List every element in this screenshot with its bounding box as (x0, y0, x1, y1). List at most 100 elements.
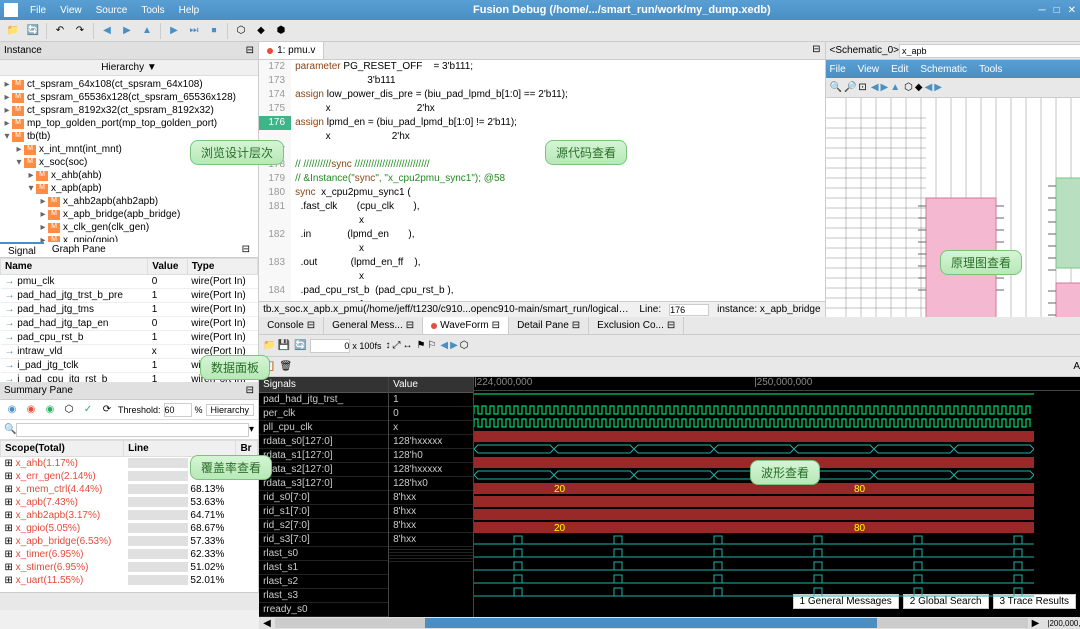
mode-dropdown[interactable]: Hierarchy (206, 404, 255, 416)
summary-btn-6[interactable]: ⟳ (99, 402, 115, 418)
summary-btn-3[interactable]: ◉ (42, 402, 58, 418)
wave-canvas[interactable]: |224,000,000|250,000,000 20802080 (474, 377, 1080, 617)
tab-signal[interactable]: Signal (0, 242, 44, 257)
instance-close-icon[interactable]: ⊟ (246, 45, 254, 56)
schem-tool-1[interactable]: ⬡ (904, 82, 913, 93)
schem-tool-2[interactable]: ◆ (915, 82, 923, 93)
tree-item[interactable]: ▸Mx_gpio(gpio) (2, 234, 256, 242)
signal-row[interactable]: → pad_had_jtg_trst_b_pre1wire(Port In) (1, 289, 258, 303)
schem-menu-edit[interactable]: Edit (891, 64, 908, 75)
filter-icon[interactable]: 🔍 (4, 424, 16, 435)
signal-row[interactable]: → pad_had_jtg_tap_en0wire(Port In) (1, 317, 258, 331)
menu-tools[interactable]: Tools (135, 3, 170, 18)
wave-nav-left[interactable]: ◀ (440, 340, 448, 351)
schem-menu-tools[interactable]: Tools (979, 64, 1002, 75)
signal-row[interactable]: → pad_cpu_rst_b1wire(Port In) (1, 331, 258, 345)
col-value[interactable]: Value (148, 259, 188, 275)
menu-help[interactable]: Help (173, 3, 206, 18)
coverage-row[interactable]: ⊞ x_stimer(6.95%) 51.02% (1, 561, 258, 574)
code-tab-pmu[interactable]: 1: pmu.v (259, 42, 324, 59)
tab-detail-pane[interactable]: Detail Pane⊟ (509, 317, 589, 334)
coverage-row[interactable]: ⊞ x_gpio(5.05%) 68.67% (1, 522, 258, 535)
tree-item[interactable]: ▸Mmp_top_golden_port(mp_top_golden_port) (2, 117, 256, 130)
signal-row[interactable]: → pad_had_jtg_tms1wire(Port In) (1, 303, 258, 317)
tool-c-button[interactable]: ⬢ (272, 22, 290, 40)
redo-button[interactable]: ↷ (71, 22, 89, 40)
threshold-input[interactable] (164, 403, 192, 417)
coverage-row[interactable]: ⊞ x_timer(6.95%) 62.33% (1, 548, 258, 561)
tab-exclusion[interactable]: Exclusion Co...⊟ (589, 317, 684, 334)
tab-graph-pane[interactable]: Graph Pane (44, 242, 114, 257)
coverage-row[interactable]: ⊞ x_apb(7.43%) 53.63% (1, 496, 258, 509)
wave-cursor-3[interactable]: ↔ (402, 340, 412, 351)
tool-a-button[interactable]: ⬡ (232, 22, 250, 40)
wave-marker-1[interactable]: ⚑ (416, 340, 425, 351)
tree-item[interactable]: ▸Mct_spsram_65536x128(ct_spsram_65536x12… (2, 91, 256, 104)
maximize-icon[interactable]: □ (1054, 5, 1060, 16)
run-button[interactable]: ▶ (165, 22, 183, 40)
coverage-row[interactable]: ⊞ x_apb_bridge(6.53%) 57.33% (1, 535, 258, 548)
tree-item[interactable]: ▸Mx_clk_gen(clk_gen) (2, 221, 256, 234)
signal-row[interactable]: → pmu_clk0wire(Port In) (1, 275, 258, 289)
stop-button[interactable]: ⏹ (205, 22, 223, 40)
menu-source[interactable]: Source (90, 3, 134, 18)
wave-tool-x[interactable]: ⬡ (460, 340, 469, 351)
schem-fit-button[interactable]: ⊡ (858, 82, 866, 93)
tool-b-button[interactable]: ◆ (252, 22, 270, 40)
menu-view[interactable]: View (54, 3, 88, 18)
menu-file[interactable]: File (24, 3, 52, 18)
schem-zoom-out-button[interactable]: 🔎 (844, 82, 856, 93)
summary-close-icon[interactable]: ⊟ (246, 385, 254, 396)
coverage-row[interactable]: ⊞ x_mem_ctrl(4.44%) 68.13% (1, 483, 258, 496)
summary-btn-2[interactable]: ◉ (23, 402, 39, 418)
tree-item[interactable]: ▸Mct_spsram_8192x32(ct_spsram_8192x32) (2, 104, 256, 117)
wave-cursor-2[interactable]: ⤢ (392, 340, 400, 351)
nav-back-button[interactable]: ◀ (98, 22, 116, 40)
coverage-row[interactable]: ⊞ x_ahb2apb(3.17%) 64.71% (1, 509, 258, 522)
tree-item[interactable]: ▾Mx_apb(apb) (2, 182, 256, 195)
hierarchy-dropdown[interactable]: Hierarchy ▼ (0, 60, 258, 76)
signal-close-icon[interactable]: ⊟ (234, 242, 258, 257)
wave-delete-button[interactable]: 🗑 (280, 361, 293, 372)
tab-waveform[interactable]: WaveForm⊟ (423, 317, 509, 334)
summary-filter-input[interactable] (16, 423, 249, 437)
line-input[interactable] (669, 304, 709, 316)
tab-console[interactable]: Console⊟ (259, 317, 324, 334)
wave-nav-right[interactable]: ▶ (450, 340, 458, 351)
schem-zoom-in-button[interactable]: 🔍 (830, 82, 842, 93)
summary-btn-1[interactable]: ◉ (4, 402, 20, 418)
schematic-path-input[interactable] (899, 44, 1080, 58)
nav-up-button[interactable]: ▲ (138, 22, 156, 40)
col-type[interactable]: Type (187, 259, 257, 275)
summary-btn-5[interactable]: ✓ (80, 402, 96, 418)
tab-general-messages[interactable]: General Mess...⊟ (324, 317, 423, 334)
filter-dropdown-icon[interactable]: ▾ (249, 424, 254, 435)
col-name[interactable]: Name (1, 259, 148, 275)
wave-reload-button[interactable]: 🔄 (294, 340, 306, 351)
schem-menu-file[interactable]: File (830, 64, 846, 75)
schem-menu-schematic[interactable]: Schematic (920, 64, 967, 75)
wave-open-button[interactable]: 📁 (263, 340, 275, 351)
undo-button[interactable]: ↶ (51, 22, 69, 40)
open-button[interactable]: 📁 (4, 22, 22, 40)
schem-menu-view[interactable]: View (858, 64, 880, 75)
summary-btn-4[interactable]: ⬡ (61, 402, 77, 418)
tree-item[interactable]: ▸Mx_apb_bridge(apb_bridge) (2, 208, 256, 221)
minimize-icon[interactable]: ─ (1038, 5, 1045, 16)
schem-fwd-button[interactable]: ▶ (881, 82, 889, 93)
schem-up-button[interactable]: ▲ (890, 82, 900, 93)
schem-nav-left[interactable]: ◀ (925, 82, 933, 93)
schem-nav-right[interactable]: ▶ (934, 82, 942, 93)
wave-time-input[interactable] (310, 339, 350, 353)
nav-fwd-button[interactable]: ▶ (118, 22, 136, 40)
close-icon[interactable]: ✕ (1068, 5, 1076, 16)
wave-cursor-1[interactable]: ↕ (385, 340, 390, 351)
coverage-row[interactable]: ⊞ x_uart(11.55%) 52.01% (1, 574, 258, 587)
code-editor[interactable]: 172parameter PG_RESET_OFF = 3'b111;173 3… (259, 60, 824, 301)
schem-back-button[interactable]: ◀ (871, 82, 879, 93)
tree-item[interactable]: ▸Mct_spsram_64x108(ct_spsram_64x108) (2, 78, 256, 91)
col-scope[interactable]: Scope(Total) (1, 441, 124, 457)
wave-save-button[interactable]: 💾 (278, 340, 290, 351)
wave-marker-2[interactable]: ⚐ (427, 340, 436, 351)
code-close-icon[interactable]: ⊟ (808, 42, 824, 59)
